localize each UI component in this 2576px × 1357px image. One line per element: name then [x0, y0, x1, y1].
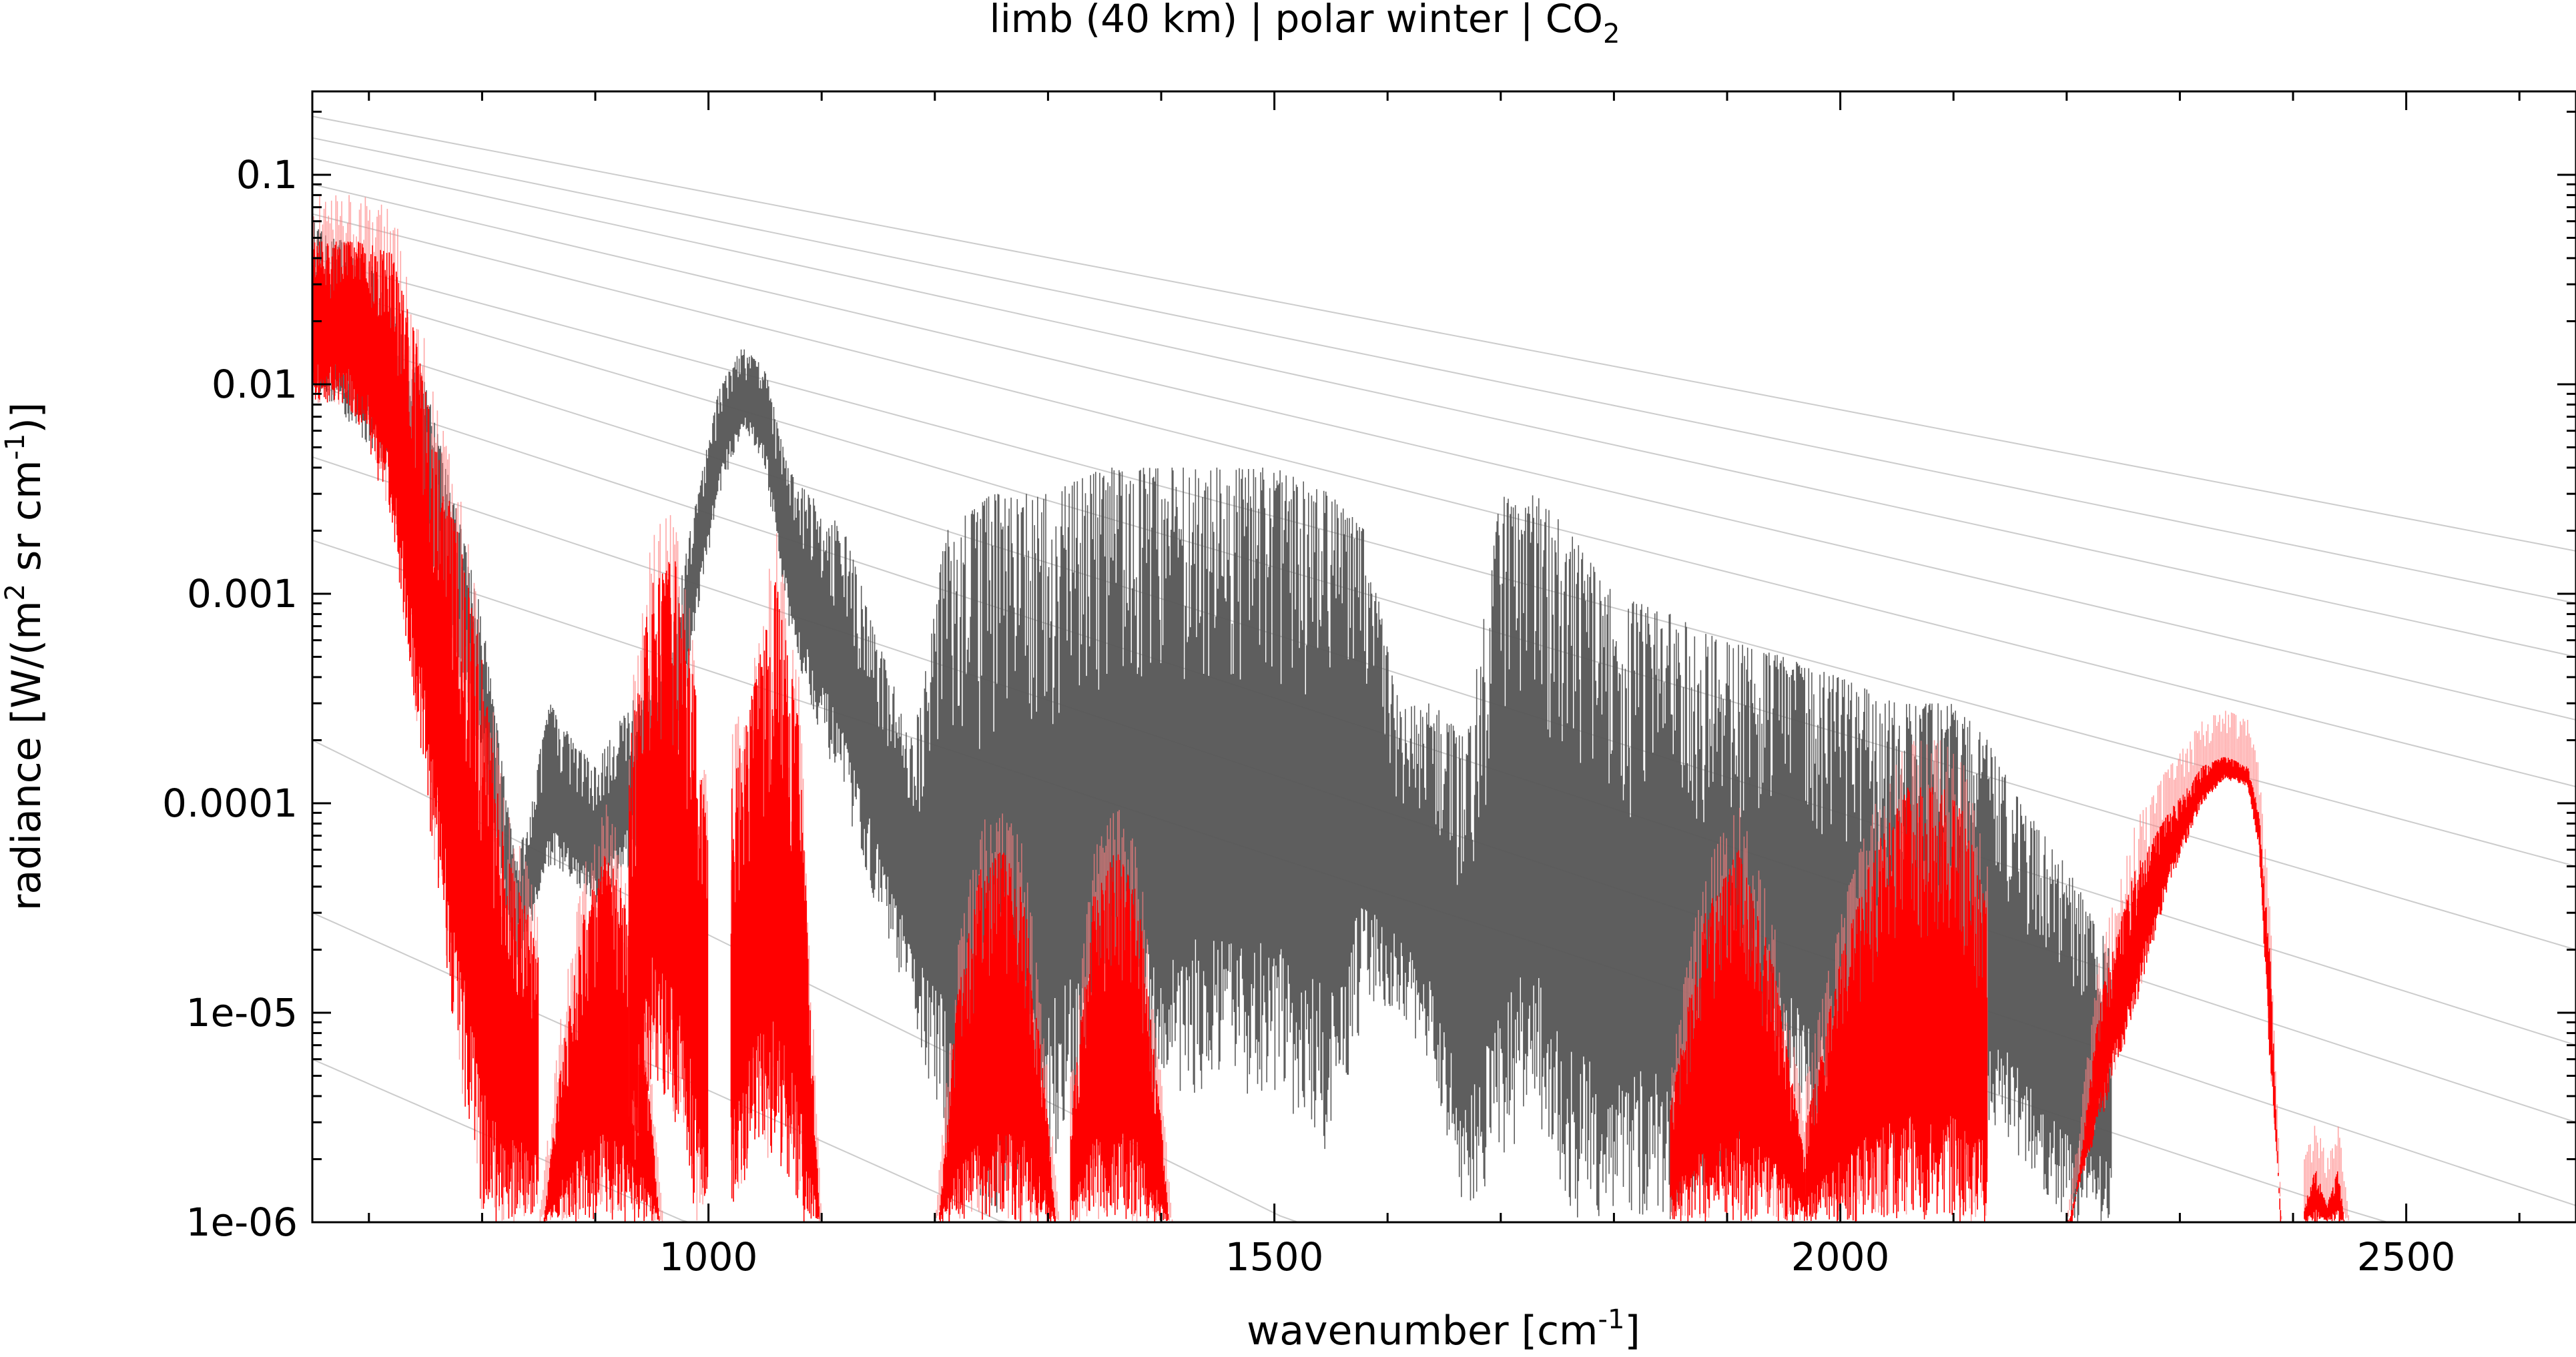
reference-curve-1 [312, 137, 2576, 604]
y-tick-label: 1e-05 [186, 990, 298, 1035]
red-band-5 [1070, 854, 1170, 1222]
reference-curve-8 [312, 384, 2576, 1123]
x-tick-label: 1000 [659, 1234, 758, 1280]
y-tick-label: 0.0001 [162, 781, 298, 826]
x-tick-label: 2500 [2357, 1234, 2456, 1280]
reference-curve-3 [312, 183, 2576, 721]
y-axis: 0.1 0.01 0.001 0.0001 1e-05 1e-06 [162, 110, 2576, 1245]
y-tick-label: 0.01 [212, 362, 298, 407]
reference-curve-7 [312, 330, 2576, 1046]
reference-curve-0 [312, 115, 2576, 552]
x-axis: 1000 1500 2000 2500 [368, 91, 2521, 1280]
reference-curve-4 [312, 213, 2576, 788]
x-tick-label: 1500 [1225, 1234, 1324, 1280]
red-band-2 [629, 561, 709, 1204]
red-band-4 [938, 853, 1056, 1222]
red-band-7 [1805, 787, 1988, 1222]
red-band-9 [2304, 1171, 2345, 1222]
y-tick-label: 0.1 [236, 152, 298, 197]
y-axis-label: radiance [W/(m2 sr cm-1)] [0, 402, 50, 911]
reference-curve-2 [312, 157, 2576, 658]
reference-curve-6 [312, 284, 2576, 951]
chart-title: limb (40 km) | polar winter | CO2 [990, 0, 1620, 49]
x-axis-label: wavenumber [cm-1] [1247, 1304, 1640, 1354]
red-spectrum [312, 195, 2349, 1222]
red-band-3 [730, 582, 820, 1222]
y-tick-label: 0.001 [187, 571, 298, 616]
x-tick-label: 2000 [1791, 1234, 1890, 1280]
red-band-6 [1670, 850, 1807, 1222]
red-band-8 [2067, 757, 2282, 1222]
y-tick-label: 1e-06 [186, 1200, 298, 1245]
